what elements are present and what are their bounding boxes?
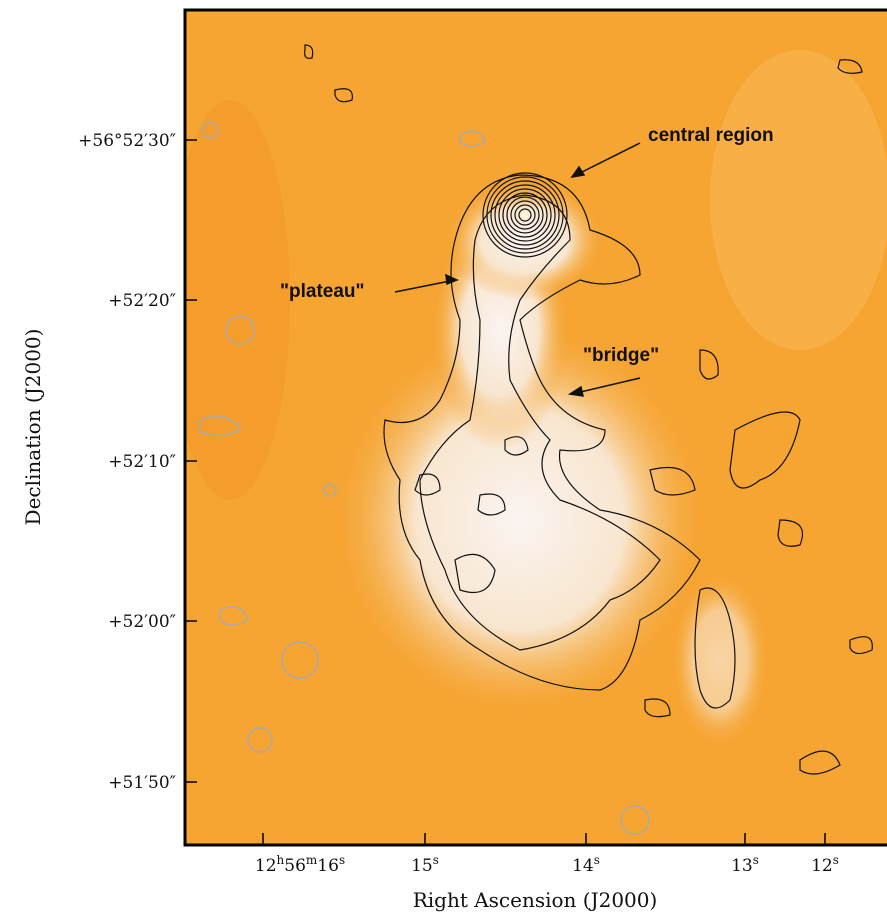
y-tick-label: +51′50″ — [108, 773, 176, 793]
unit: s — [433, 853, 439, 867]
x-tick-label: 13s — [731, 853, 759, 876]
figure: +56°52′30″ +52′20″ +52′10″ +52′00″ +51′50″ 1… — [0, 0, 887, 919]
y-tick-label: +56°52′30″ — [78, 131, 176, 151]
number: 12 — [255, 856, 277, 876]
annotation: central region — [648, 125, 774, 146]
unit: s — [753, 853, 759, 867]
y-tick-label: +52′10″ — [108, 452, 176, 472]
number: 13 — [731, 856, 753, 876]
y-axis-label: Declination (J2000) — [21, 329, 45, 526]
y-tick-label: +52′20″ — [108, 291, 176, 311]
y-tick-label: +52′00″ — [108, 612, 176, 632]
x-tick-label: 14s — [572, 853, 600, 876]
unit: s — [594, 853, 600, 867]
image — [170, 10, 887, 845]
x-tick-label: 12h56m16s — [255, 853, 345, 876]
annotation: "bridge" — [583, 345, 659, 366]
number: 15 — [411, 856, 433, 876]
annotation: "plateau" — [280, 281, 365, 302]
unit: s — [833, 853, 839, 867]
number: 14 — [572, 856, 594, 876]
x-axis-label: Right Ascension (J2000) — [413, 888, 658, 912]
unit: s — [339, 853, 345, 867]
x-tick-label: 15s — [411, 853, 439, 876]
x-tick-label: 12s — [811, 853, 839, 876]
unit: m — [306, 853, 318, 867]
number: 12 — [811, 856, 833, 876]
y-axis: +56°52′30″ +52′20″ +52′10″ +52′00″ +51′50″ — [78, 131, 197, 793]
number: 56 — [284, 856, 306, 876]
number: 16 — [317, 856, 339, 876]
